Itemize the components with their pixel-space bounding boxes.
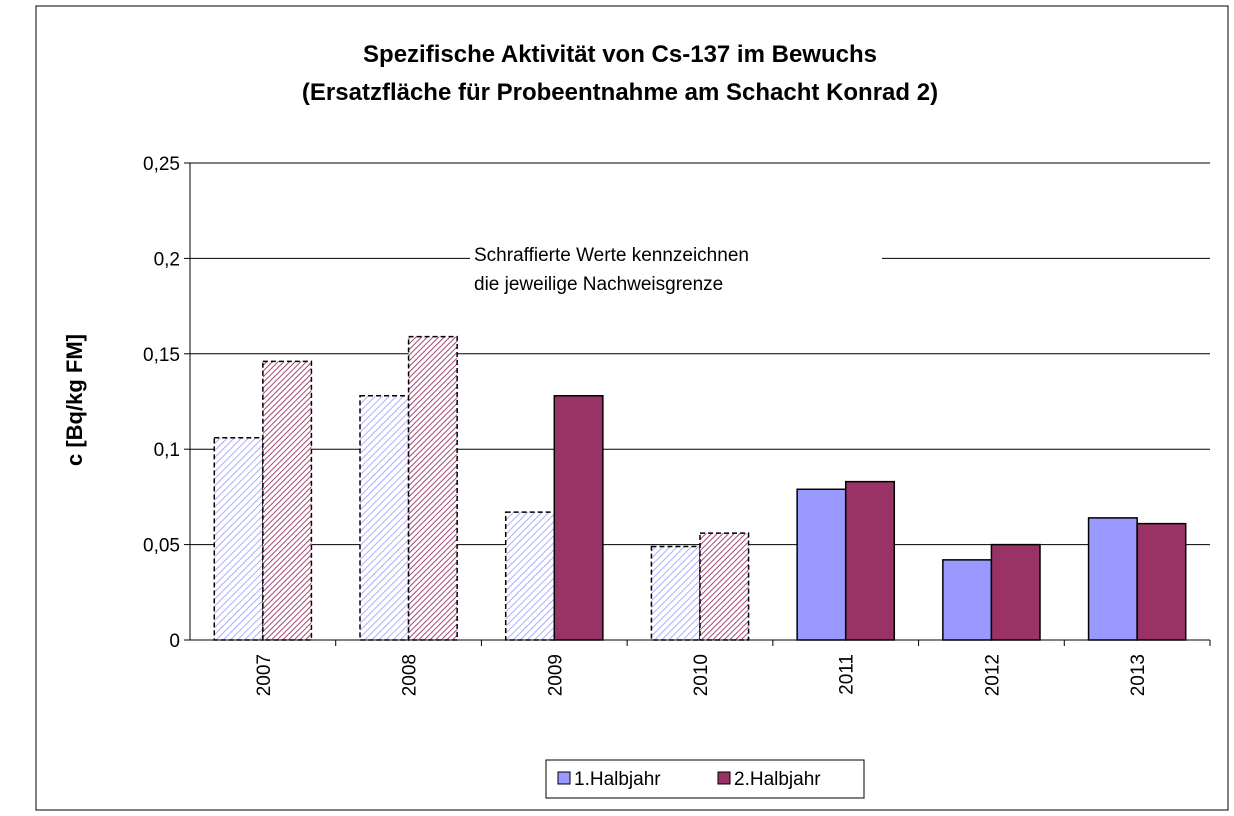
bar	[844, 480, 896, 641]
bar	[942, 559, 993, 641]
bar	[504, 511, 556, 641]
bar	[650, 545, 701, 641]
y-tick-label: 0,05	[143, 536, 180, 557]
legend-swatch	[717, 771, 731, 785]
y-tick-label: 0,15	[143, 345, 180, 366]
legend-box	[545, 759, 865, 799]
legend: 1.Halbjahr 2.Halbjahr	[545, 759, 865, 799]
bar	[990, 543, 1041, 641]
bar	[359, 395, 410, 641]
chart-border	[35, 5, 1229, 811]
x-tick-label: 2012	[982, 654, 1003, 696]
bar	[213, 437, 264, 641]
x-tick-label: 2010	[691, 654, 712, 696]
x-tick-label: 2008	[400, 654, 421, 696]
annotation-text: die jeweilige Nachweisgrenze	[474, 274, 723, 295]
y-tick-label: 0	[169, 631, 180, 652]
y-tick-label: 0,25	[143, 154, 180, 175]
y-tick-label: 0,2	[154, 249, 180, 270]
x-tick-label: 2009	[545, 654, 566, 696]
annotation: Schraffierte Werte kennzeichnen die jewei…	[470, 238, 882, 300]
y-tick-label: 0,1	[154, 440, 180, 461]
annotation-bg	[470, 238, 882, 300]
chart-title: Spezifische Aktivität von Cs-137 im Bewu…	[363, 41, 877, 68]
y-axis-label: c [Bq/kg FM]	[62, 334, 87, 466]
legend-label: 2.Halbjahr	[734, 769, 821, 790]
annotation-text: Schraffierte Werte kennzeichnen	[474, 245, 749, 266]
bar	[1087, 517, 1138, 641]
bar	[262, 360, 313, 641]
legend-swatch	[557, 771, 571, 785]
bar	[699, 532, 750, 641]
x-tick-label: 2011	[837, 654, 858, 695]
x-tick-label: 2007	[254, 654, 275, 696]
bar	[553, 395, 604, 641]
chart-subtitle: (Ersatzfläche für Probeentnahme am Schac…	[302, 79, 938, 106]
bar	[796, 488, 847, 641]
legend-label: 1.Halbjahr	[574, 769, 661, 790]
bar	[1136, 522, 1187, 641]
bar	[407, 335, 458, 641]
x-tick-label: 2013	[1128, 654, 1149, 696]
